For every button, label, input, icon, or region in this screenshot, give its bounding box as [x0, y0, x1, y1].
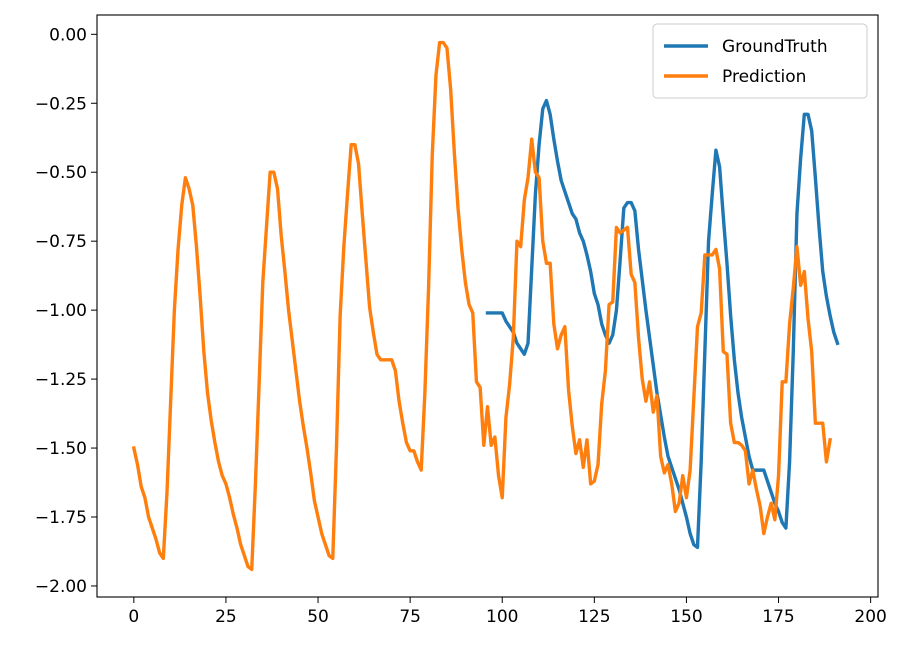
- legend-label-prediction: Prediction: [722, 67, 806, 87]
- y-tick-label: −0.25: [35, 94, 87, 114]
- series-line-groundtruth: [485, 98, 840, 550]
- x-tick-label: 50: [307, 607, 329, 627]
- x-tick-label: 100: [486, 607, 518, 627]
- legend-box: [652, 23, 868, 99]
- x-tick-label: 0: [128, 607, 139, 627]
- series-line-prediction: [131, 40, 833, 572]
- series-layer: [131, 40, 840, 572]
- plot-area: [97, 15, 878, 597]
- y-tick-label: −2.00: [35, 577, 87, 597]
- y-tick-label: −1.00: [35, 301, 87, 321]
- x-axis: 0 25 50 75 100 125 150 175 200: [128, 597, 887, 627]
- y-axis: 0.00 −0.25 −0.50 −0.75 −1.00 −1.25 −1.50 −1.75 −…: [35, 25, 97, 597]
- y-tick-label: −0.75: [35, 232, 87, 252]
- x-tick-label: 150: [670, 607, 702, 627]
- x-tick-label: 75: [399, 607, 421, 627]
- y-tick-label: −1.75: [35, 508, 87, 528]
- x-tick-label: 25: [215, 607, 237, 627]
- x-tick-label: 175: [762, 607, 794, 627]
- y-tick-label: −1.25: [35, 370, 87, 390]
- y-tick-label: −1.50: [35, 439, 87, 459]
- y-tick-label: −0.50: [35, 163, 87, 183]
- plot-background: [97, 15, 878, 597]
- legend-label-groundtruth: GroundTruth: [722, 37, 828, 57]
- x-tick-label: 200: [854, 607, 886, 627]
- x-tick-label: 125: [578, 607, 610, 627]
- legend: GroundTruth Prediction: [652, 23, 868, 99]
- y-tick-label: 0.00: [49, 25, 87, 45]
- axes-frame: [96, 14, 879, 598]
